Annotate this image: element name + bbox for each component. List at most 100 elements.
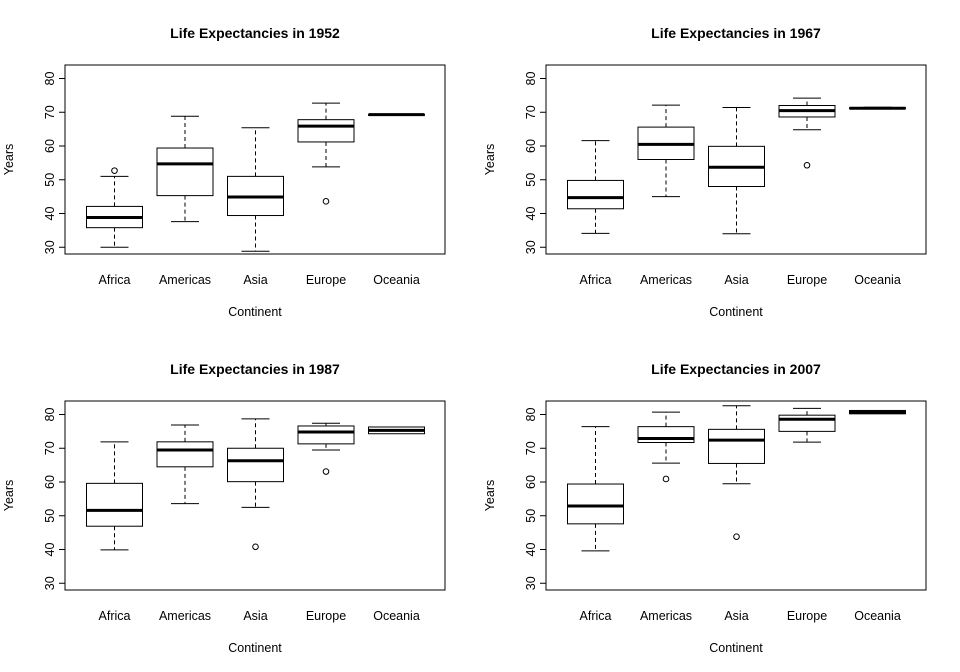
y-tick-label: 70 bbox=[43, 105, 57, 119]
y-tick-label: 40 bbox=[43, 207, 57, 221]
box-americas bbox=[637, 104, 695, 198]
y-tick-label: 70 bbox=[43, 441, 57, 455]
y-axis-label: Years bbox=[483, 144, 497, 176]
box-asia bbox=[227, 418, 284, 551]
x-tick-label: Oceania bbox=[854, 273, 901, 287]
outlier-point bbox=[662, 475, 670, 483]
box-africa bbox=[86, 441, 143, 551]
box-iqr bbox=[708, 428, 765, 464]
x-tick-label: Europe bbox=[787, 609, 827, 623]
box-iqr bbox=[86, 482, 143, 527]
y-tick-label: 80 bbox=[43, 72, 57, 86]
y-tick-label: 50 bbox=[43, 509, 57, 523]
box-iqr bbox=[567, 483, 624, 525]
y-tick-label: 60 bbox=[43, 475, 57, 489]
y-axis-label: Years bbox=[483, 480, 497, 512]
x-tick-label: Europe bbox=[306, 273, 346, 287]
chart-title: Life Expectancies in 2007 bbox=[651, 361, 821, 377]
y-axis-label: Years bbox=[2, 144, 16, 176]
x-tick-label: Europe bbox=[306, 609, 346, 623]
plot-frame bbox=[545, 400, 927, 591]
box-americas bbox=[156, 424, 214, 505]
x-tick-label: Asia bbox=[243, 273, 267, 287]
x-tick-label: Asia bbox=[724, 609, 748, 623]
y-tick-label: 30 bbox=[43, 576, 57, 590]
y-tick-label: 70 bbox=[524, 105, 538, 119]
x-tick-label: Africa bbox=[99, 273, 131, 287]
box-iqr bbox=[567, 179, 624, 210]
y-tick-label: 40 bbox=[43, 543, 57, 557]
x-axis-label: Continent bbox=[228, 305, 282, 319]
y-tick-label: 50 bbox=[43, 173, 57, 187]
box-africa bbox=[567, 426, 624, 552]
y-tick-label: 80 bbox=[43, 408, 57, 422]
box-americas bbox=[637, 411, 695, 483]
box-africa bbox=[567, 140, 624, 234]
x-tick-label: Africa bbox=[580, 609, 612, 623]
x-tick-label: Oceania bbox=[373, 273, 420, 287]
box-africa bbox=[86, 167, 143, 248]
chart-title: Life Expectancies in 1987 bbox=[170, 361, 340, 377]
box-iqr bbox=[297, 119, 355, 143]
plot-frame bbox=[545, 64, 927, 255]
x-axis-label: Continent bbox=[709, 305, 763, 319]
box-europe bbox=[297, 422, 355, 475]
box-europe bbox=[778, 407, 836, 443]
y-tick-label: 60 bbox=[524, 475, 538, 489]
outlier-point bbox=[322, 468, 330, 475]
outlier-point bbox=[803, 161, 811, 169]
y-tick-label: 60 bbox=[524, 139, 538, 153]
y-tick-label: 50 bbox=[524, 173, 538, 187]
y-tick-label: 30 bbox=[524, 240, 538, 254]
y-tick-label: 70 bbox=[524, 441, 538, 455]
plot-frame bbox=[64, 400, 446, 591]
x-tick-label: Oceania bbox=[854, 609, 901, 623]
box-iqr bbox=[156, 441, 214, 468]
x-tick-label: Europe bbox=[787, 273, 827, 287]
box-iqr bbox=[297, 425, 355, 445]
x-axis-label: Continent bbox=[709, 641, 763, 655]
x-tick-label: Americas bbox=[159, 609, 211, 623]
chart-panel: Life Expectancies in 1952 Continent Years 3… bbox=[2, 25, 446, 319]
chart-title: Life Expectancies in 1967 bbox=[651, 25, 821, 41]
outlier-point bbox=[111, 167, 118, 174]
y-tick-label: 80 bbox=[524, 72, 538, 86]
outlier-point bbox=[322, 198, 330, 205]
outlier-point bbox=[733, 533, 740, 540]
y-axis-label: Years bbox=[2, 480, 16, 512]
y-tick-label: 50 bbox=[524, 509, 538, 523]
box-iqr bbox=[227, 447, 284, 483]
y-tick-label: 40 bbox=[524, 207, 538, 221]
x-tick-label: Oceania bbox=[373, 609, 420, 623]
box-oceania bbox=[368, 113, 425, 117]
box-europe bbox=[778, 97, 836, 169]
box-oceania bbox=[368, 426, 425, 435]
y-tick-label: 30 bbox=[43, 240, 57, 254]
y-tick-label: 80 bbox=[524, 408, 538, 422]
box-asia bbox=[227, 127, 284, 252]
x-tick-label: Asia bbox=[243, 609, 267, 623]
chart-panel: Life Expectancies in 2007 Continent Years 3… bbox=[483, 361, 927, 655]
box-oceania bbox=[849, 106, 906, 110]
chart-title: Life Expectancies in 1952 bbox=[170, 25, 340, 41]
box-iqr bbox=[156, 147, 214, 197]
x-axis-label: Continent bbox=[228, 641, 282, 655]
box-oceania bbox=[849, 409, 906, 415]
x-tick-label: Africa bbox=[580, 273, 612, 287]
y-tick-label: 30 bbox=[524, 576, 538, 590]
x-tick-label: Africa bbox=[99, 609, 131, 623]
x-tick-label: Asia bbox=[724, 273, 748, 287]
x-tick-label: Americas bbox=[640, 273, 692, 287]
x-tick-label: Americas bbox=[159, 273, 211, 287]
box-europe bbox=[297, 102, 355, 205]
plot-frame bbox=[64, 64, 446, 255]
x-tick-label: Americas bbox=[640, 609, 692, 623]
outlier-point bbox=[252, 543, 259, 551]
box-americas bbox=[156, 115, 214, 223]
box-iqr bbox=[778, 414, 836, 432]
box-asia bbox=[708, 107, 765, 235]
y-tick-label: 40 bbox=[524, 543, 538, 557]
box-asia bbox=[708, 405, 765, 540]
chart-panel: Life Expectancies in 1987 Continent Years 3… bbox=[2, 361, 446, 655]
